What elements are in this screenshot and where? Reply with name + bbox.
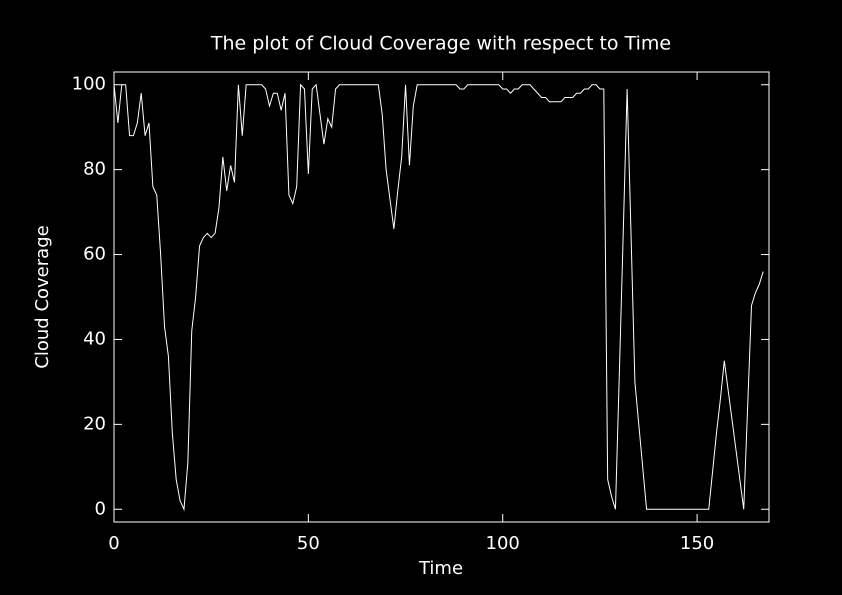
- x-tick-label: 50: [297, 533, 320, 554]
- y-tick-label: 40: [83, 328, 106, 349]
- x-axis-label: Time: [418, 558, 463, 579]
- x-tick-label: 100: [486, 533, 520, 554]
- chart-title: The plot of Cloud Coverage with respect …: [210, 33, 671, 55]
- y-tick-label: 80: [83, 159, 106, 180]
- y-tick-label: 20: [83, 413, 106, 434]
- y-axis-label: Cloud Coverage: [32, 225, 53, 368]
- data-line: [113, 83, 764, 512]
- y-tick-label: 60: [83, 244, 106, 265]
- plot-frame: [113, 71, 770, 523]
- x-tick-label: 150: [680, 533, 714, 554]
- x-tick-label: 0: [108, 533, 119, 554]
- y-tick-label: 0: [95, 498, 106, 519]
- y-tick-label: 100: [72, 74, 106, 95]
